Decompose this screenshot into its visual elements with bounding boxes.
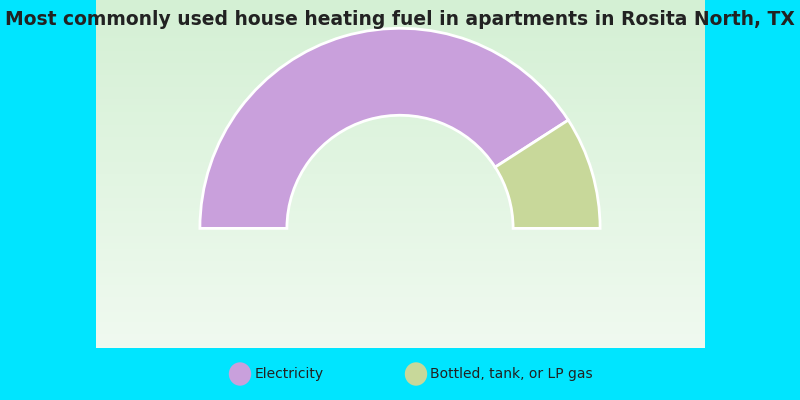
Wedge shape bbox=[495, 120, 600, 228]
Ellipse shape bbox=[405, 362, 427, 386]
Wedge shape bbox=[200, 28, 568, 228]
Ellipse shape bbox=[229, 362, 251, 386]
Text: Most commonly used house heating fuel in apartments in Rosita North, TX: Most commonly used house heating fuel in… bbox=[5, 10, 795, 29]
Text: Electricity: Electricity bbox=[254, 367, 323, 381]
Text: Bottled, tank, or LP gas: Bottled, tank, or LP gas bbox=[430, 367, 593, 381]
